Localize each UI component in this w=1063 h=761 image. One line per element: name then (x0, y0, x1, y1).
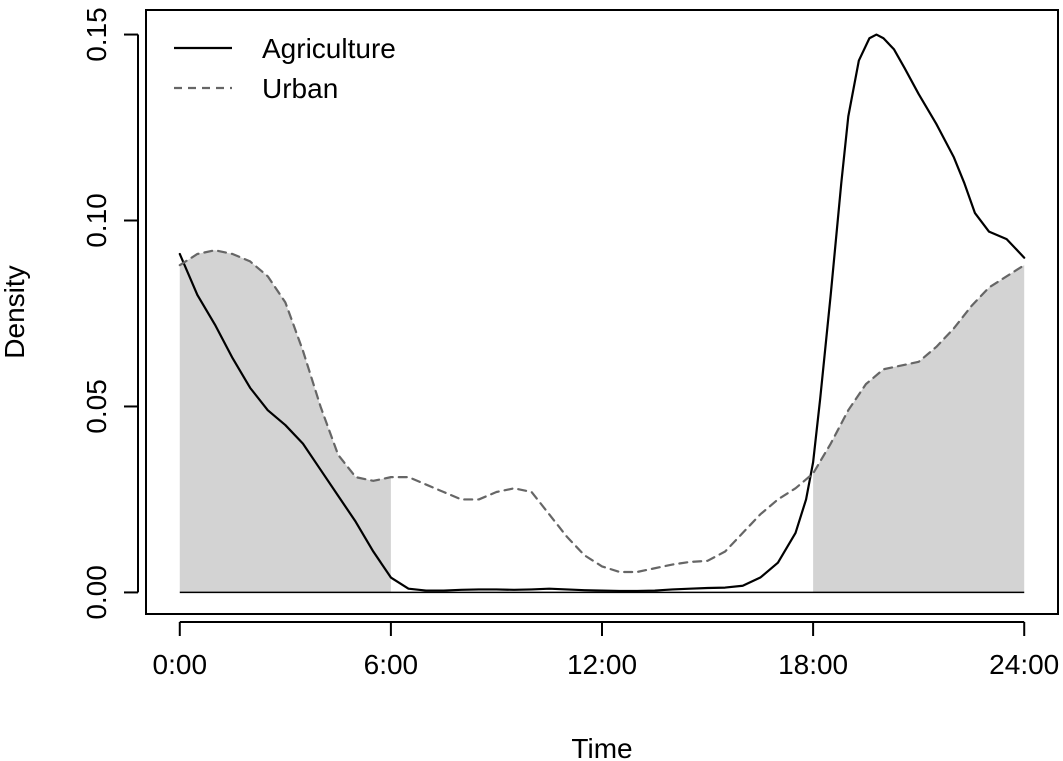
x-tick-label: 18:00 (778, 649, 848, 680)
y-axis-label: Density (0, 265, 30, 358)
series-line-agriculture (178, 33, 1026, 593)
y-tick-label: 0.00 (81, 565, 112, 620)
x-tick-label: 12:00 (567, 649, 637, 680)
legend-label-urban: Urban (262, 73, 338, 104)
series-layer (178, 33, 1026, 593)
x-tick-label: 6:00 (364, 649, 419, 680)
x-tick-label: 0:00 (153, 649, 208, 680)
plot-frame (145, 9, 1059, 615)
x-axis: 0:00 6:00 12:00 18:00 24:00 (153, 621, 1059, 680)
legend: Agriculture Urban (174, 33, 396, 104)
y-tick-label: 0.05 (81, 379, 112, 434)
series-line-urban (178, 249, 1026, 574)
shaded-area-night-start (179, 250, 391, 593)
shaded-area-night-end (813, 265, 1025, 593)
x-axis-label: Time (571, 733, 632, 761)
legend-label-agriculture: Agriculture (262, 33, 396, 64)
y-tick-label: 0.10 (81, 193, 112, 248)
shaded-area-layer (179, 250, 1025, 594)
y-axis: 0.00 0.05 0.10 0.15 (81, 7, 139, 620)
x-tick-label: 24:00 (989, 649, 1059, 680)
y-tick-label: 0.15 (81, 7, 112, 62)
